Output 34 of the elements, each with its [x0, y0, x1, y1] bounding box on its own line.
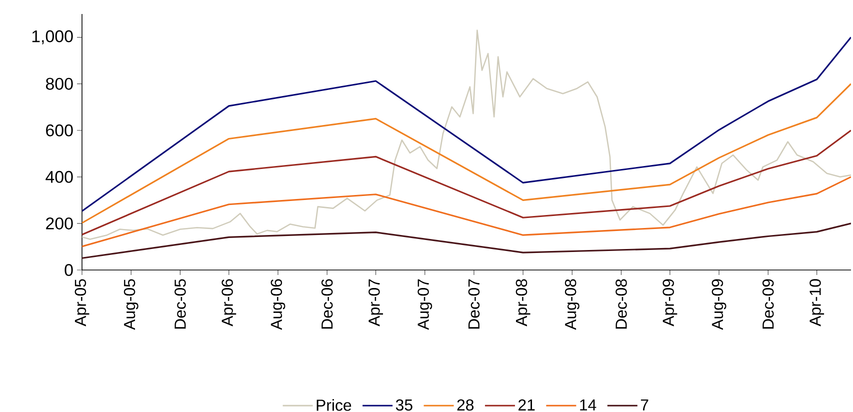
x-tick-label: Apr-07	[368, 279, 383, 326]
x-tick-label: Dec-07	[468, 279, 480, 329]
y-tick-label: 600	[46, 124, 73, 136]
line-series	[82, 36, 852, 212]
x-tick-label: Apr-06	[222, 279, 236, 326]
legend-label: 28	[457, 399, 474, 411]
line-series	[82, 30, 852, 240]
x-tick-label: Apr-08	[516, 279, 530, 326]
y-tick-label: 400	[46, 170, 73, 183]
x-tick-label: Dec-08	[616, 279, 627, 329]
x-tick-label: Apr-10	[810, 279, 824, 326]
x-tick-label: Aug-05	[124, 279, 138, 330]
y-tick-label: 200	[46, 217, 73, 230]
x-tick-label: Aug-07	[418, 279, 432, 330]
legend-label: 21	[518, 399, 535, 410]
x-tick-label: Aug-08	[564, 279, 580, 330]
y-tick-label: 0	[64, 264, 73, 276]
x-tick-label: Apr-09	[662, 279, 678, 326]
legend-label: 7	[640, 399, 648, 410]
x-tick-label: Dec-05	[174, 279, 186, 329]
legend-label: 35	[396, 399, 412, 411]
line-series	[82, 222, 852, 259]
line-series	[82, 130, 852, 236]
legend-label: 14	[580, 399, 596, 410]
x-tick-label: Dec-06	[321, 279, 333, 329]
x-tick-label: Dec-09	[762, 279, 774, 329]
x-tick-label: Aug-09	[712, 279, 726, 330]
legend-label: Price	[316, 399, 352, 411]
line-series	[82, 83, 852, 224]
y-tick-label: 1,000	[32, 30, 73, 44]
x-tick-label: Apr-05	[74, 279, 90, 326]
x-tick-label: Aug-06	[270, 279, 286, 330]
line-series	[82, 176, 852, 248]
y-tick-label: 800	[46, 78, 73, 90]
